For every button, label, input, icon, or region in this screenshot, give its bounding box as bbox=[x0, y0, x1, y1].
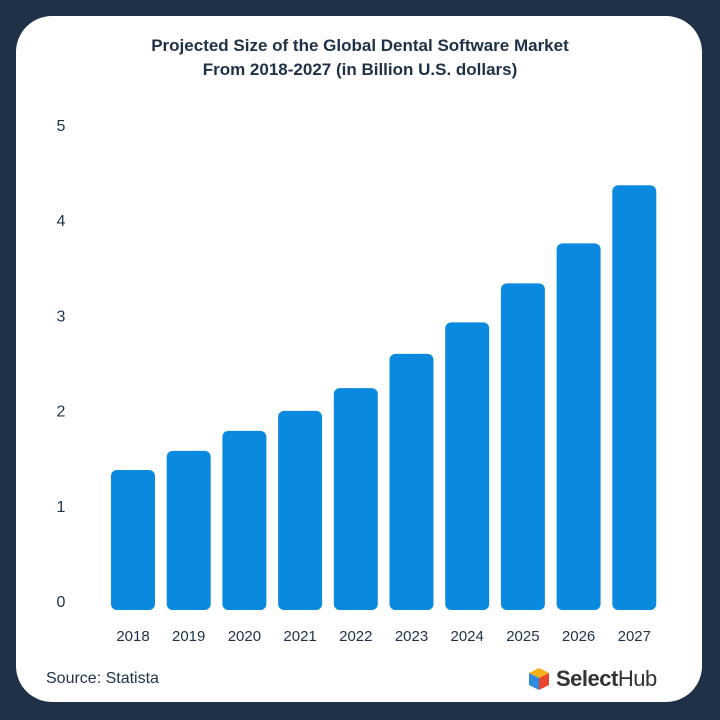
bar-2019 bbox=[166, 450, 211, 610]
bar-2024 bbox=[445, 322, 490, 610]
chart-title: Projected Size of the Global Dental Soft… bbox=[0, 34, 720, 82]
x-tick-label: 2024 bbox=[451, 628, 484, 645]
bar-2021 bbox=[278, 410, 323, 610]
bar-2018 bbox=[111, 469, 155, 610]
y-tick-label: 4 bbox=[57, 213, 66, 230]
y-tick-label: 1 bbox=[57, 499, 66, 516]
y-tick-label: 5 bbox=[57, 118, 66, 135]
x-tick-label: 2026 bbox=[562, 628, 595, 645]
cube-logo-icon bbox=[529, 668, 549, 690]
bar-2025 bbox=[500, 283, 545, 610]
bar-2020 bbox=[222, 430, 267, 610]
y-tick-label: 3 bbox=[57, 308, 66, 325]
x-tick-label: 2027 bbox=[618, 628, 651, 645]
x-tick-label: 2021 bbox=[283, 628, 316, 645]
x-tick-label: 2019 bbox=[172, 628, 205, 645]
y-tick-label: 0 bbox=[57, 594, 66, 611]
x-tick-label: 2023 bbox=[395, 628, 428, 645]
bar-2026 bbox=[556, 243, 601, 610]
bar-2023 bbox=[389, 353, 434, 610]
x-tick-label: 2025 bbox=[506, 628, 539, 645]
selecthub-logo: SelectHub bbox=[528, 666, 657, 692]
title-line: Projected Size of the Global Dental Soft… bbox=[151, 36, 569, 55]
x-tick-label: 2022 bbox=[339, 628, 372, 645]
x-tick-label: 2020 bbox=[228, 628, 261, 645]
bar-2027 bbox=[612, 185, 657, 610]
subtitle-line: From 2018-2027 (in Billion U.S. dollars) bbox=[202, 60, 518, 79]
bar-2022 bbox=[333, 388, 378, 610]
x-tick-label: 2018 bbox=[116, 628, 149, 645]
logo-text: SelectHub bbox=[556, 666, 657, 691]
source-label: Source: Statista bbox=[46, 670, 159, 687]
y-tick-label: 2 bbox=[57, 404, 66, 421]
